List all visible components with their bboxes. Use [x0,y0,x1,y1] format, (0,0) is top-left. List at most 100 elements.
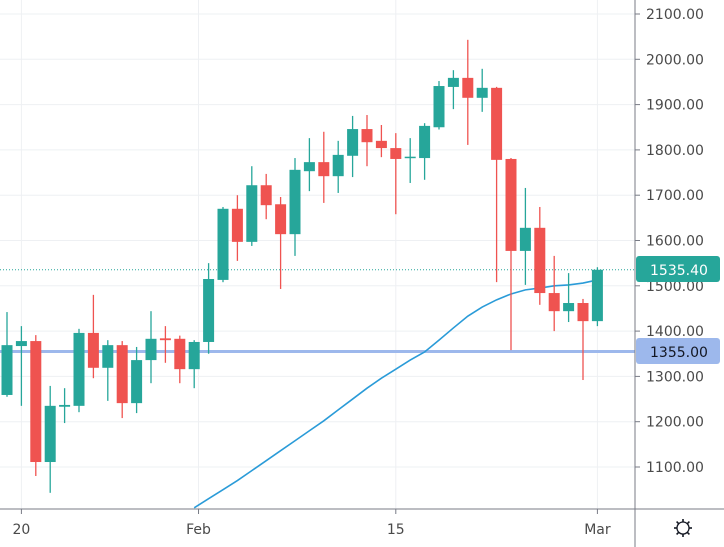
candle-body [145,338,157,361]
candle-up [563,273,575,323]
moving-average-line [193,279,598,509]
candle-body [131,360,143,404]
candle-up [145,311,157,384]
price-tick-label: 1500.00 [646,279,704,295]
moving-average-group [193,279,598,509]
candle-up [1,312,13,397]
time-tick-label: 20 [12,522,30,538]
candle-body [375,140,387,149]
candle-up [102,340,114,401]
candle-up [59,388,71,424]
candle-down [375,124,387,158]
candle-body [563,303,575,312]
candle-body [447,77,459,87]
candle-body [59,404,71,407]
candle-body [102,345,114,368]
candle-up [131,346,143,414]
price-tick-label: 1600.00 [646,234,704,250]
candle-body [347,129,359,156]
price-tick-label: 1400.00 [646,324,704,340]
candle-body [260,185,272,206]
candle-down [491,86,503,283]
candle-up [332,140,344,193]
candle-down [462,39,474,145]
candle-body [275,204,287,235]
horizontal-line-badge [636,338,720,364]
candle-up [188,340,200,389]
candle-up [591,267,603,327]
candle-down [548,255,560,332]
candle-body [332,154,344,177]
candle-body [174,338,186,370]
time-tick-label: Mar [584,522,611,538]
gear-icon[interactable] [674,519,692,537]
candle-up [217,206,229,283]
candle-body [30,341,42,463]
candle-up [419,123,431,180]
candle-down [505,158,517,351]
horizontal-line-label: 1355.00 [650,345,708,361]
candle-body [505,158,517,251]
candle-body [404,156,416,159]
candle-body [246,185,258,242]
candle-body [73,332,85,406]
candle-body [534,227,546,294]
candle-up [289,158,301,256]
candle-down [318,131,330,203]
candle-down [87,294,99,379]
candle-down [260,173,272,220]
candle-up [519,187,531,285]
candle-body [548,293,560,312]
candles [1,39,603,493]
price-axis[interactable]: 2100.00 2000.00 1900.00 1800.00 1700.00 1600.… [635,7,704,476]
candle-down [30,335,42,477]
candle-body [361,129,373,143]
candle-up [404,138,416,183]
candle-up [347,115,359,178]
time-axis[interactable]: 20 Feb 15 Mar [12,509,611,538]
candle-body [519,227,531,251]
candle-up [73,328,85,413]
candle-body [577,303,589,322]
price-tick-label: 1700.00 [646,188,704,204]
candle-down [534,206,546,305]
candle-body [433,86,445,128]
candle-up [44,385,56,493]
candle-body [15,341,27,347]
price-tick-label: 1100.00 [646,460,704,476]
price-tick-label: 1800.00 [646,143,704,159]
candle-body [188,341,200,370]
candle-up [15,326,27,406]
price-labels: 1535.40 1355.00 [636,256,720,364]
candle-body [159,338,171,341]
candle-up [203,263,215,354]
candle-body [217,208,229,280]
price-tick-label: 1300.00 [646,369,704,385]
candle-up [246,166,258,246]
candle-body [419,125,431,159]
candle-body [318,162,330,177]
candle-down [174,335,186,384]
grid [0,0,635,509]
candle-down [231,195,243,261]
candle-body [476,87,488,98]
candle-down [577,298,589,381]
price-tick-label: 1200.00 [646,415,704,431]
candle-body [390,148,402,159]
candle-body [462,77,474,98]
candle-up [447,70,459,110]
last-price-badge [636,256,720,282]
price-tick-label: 1900.00 [646,98,704,114]
candle-body [591,269,603,322]
candle-down [275,197,287,289]
candle-body [491,87,503,160]
candle-body [116,345,128,404]
candle-body [203,279,215,342]
candle-down [116,341,128,419]
candle-up [476,68,488,112]
time-tick-label: 15 [387,522,405,538]
candle-body [289,169,301,235]
candle-down [361,115,373,167]
